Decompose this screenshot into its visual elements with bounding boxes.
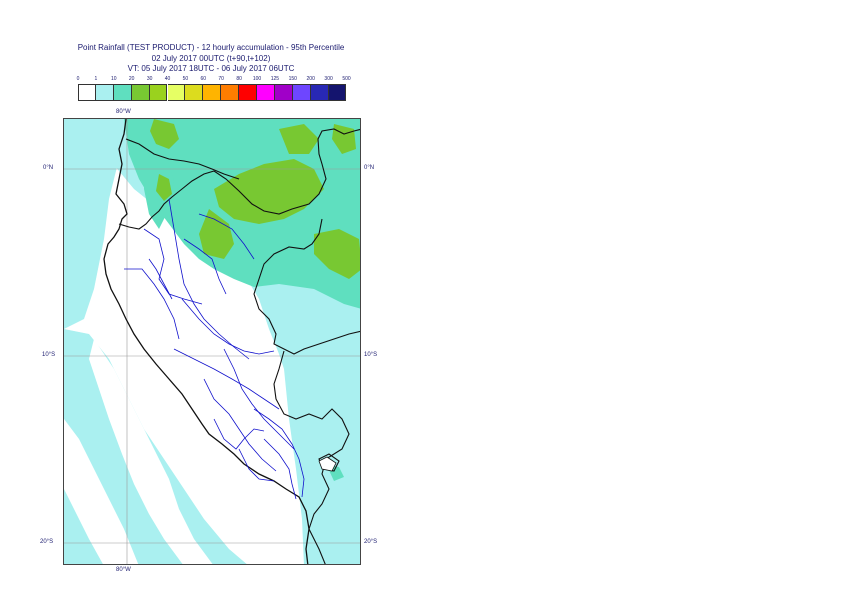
border-bolivia-chile: [308, 528, 326, 564]
legend-tick-label: 50: [182, 76, 189, 82]
border-peru-brazil: [253, 218, 360, 355]
legend-swatch: [310, 84, 329, 101]
legend-swatch: [185, 84, 204, 101]
rain-zone-white-ocean-streak-2: [64, 419, 139, 564]
legend-tick-label: 30: [146, 76, 153, 82]
rain-zone-green-5: [279, 124, 319, 154]
legend-swatch: [95, 84, 114, 101]
lat-label-20s-right: 20°S: [364, 539, 378, 545]
legend-tick-label: 10: [111, 76, 117, 82]
coastline: [103, 119, 310, 564]
legend-swatch: [292, 84, 311, 101]
lon-label-top: 80°W: [116, 109, 131, 115]
legend-swatch: [78, 84, 96, 101]
legend-tick-label: 40: [164, 76, 171, 82]
legend-tick-label: 60: [200, 76, 207, 82]
rain-zone-white-coast: [109, 269, 214, 454]
product-title-line-2: 02 July 2017 00UTC (t+90,t+102): [151, 54, 271, 63]
lat-label-20s-left: 20°S: [40, 539, 54, 545]
rainfall-map: [64, 119, 360, 564]
border-colombia-ecuador: [125, 138, 240, 180]
border-ecuador-peru: [118, 170, 215, 230]
lon-label-bottom: 80°W: [116, 567, 131, 573]
lat-label-0-right: 0°N: [364, 165, 375, 171]
legend-tick-label: 80: [236, 76, 242, 82]
legend-swatch: [328, 84, 347, 101]
legend-swatch: [239, 84, 257, 101]
legend-tick-label: 70: [218, 76, 224, 82]
legend-tick-label: 300: [324, 76, 333, 82]
legend-tick-label: 125: [270, 76, 280, 82]
rain-zone-green-7: [156, 174, 172, 201]
rain-zone-white-ocean-streak: [89, 339, 213, 564]
regional-borders: [124, 198, 305, 500]
legend-swatch: [113, 84, 132, 101]
legend-tick-label: 100: [252, 76, 262, 82]
rain-zone-green-3: [314, 229, 360, 279]
rain-zone-light-cyan-ocean-north: [64, 119, 124, 329]
border-peru-bolivia: [273, 350, 350, 530]
legend-swatch: [149, 84, 168, 101]
lat-label-0-left: 0°N: [43, 165, 54, 171]
lat-label-10s-right: 10°S: [364, 352, 378, 358]
legend-swatch: [221, 84, 240, 101]
legend-tick-label: 0: [76, 76, 80, 82]
legend-tick-label: 500: [342, 76, 351, 82]
border-peru-colombia: [213, 128, 360, 215]
rain-zone-green-2: [199, 209, 234, 259]
legend-tick-label: 1: [94, 76, 98, 82]
legend-tick-label: 20: [128, 76, 135, 82]
product-title-line-3: VT: 05 July 2017 18UTC - 06 July 2017 06…: [127, 64, 295, 73]
rain-zone-cyan-se-2: [299, 464, 339, 504]
lake-titicaca: [318, 456, 337, 472]
lat-label-10s-left: 10°S: [42, 352, 56, 358]
legend-swatch: [257, 84, 275, 101]
rain-zone-green-4: [150, 119, 179, 149]
legend-swatch: [167, 84, 186, 101]
legend-swatch: [203, 84, 222, 101]
legend-tick-label: 150: [288, 76, 297, 82]
legend-swatch: [131, 84, 150, 101]
legend-tick-label: 200: [306, 76, 315, 82]
legend-swatch: [274, 84, 293, 101]
map-frame: [63, 118, 361, 565]
product-title-line-1: Point Rainfall (TEST PRODUCT) - 12 hourl…: [77, 43, 345, 52]
